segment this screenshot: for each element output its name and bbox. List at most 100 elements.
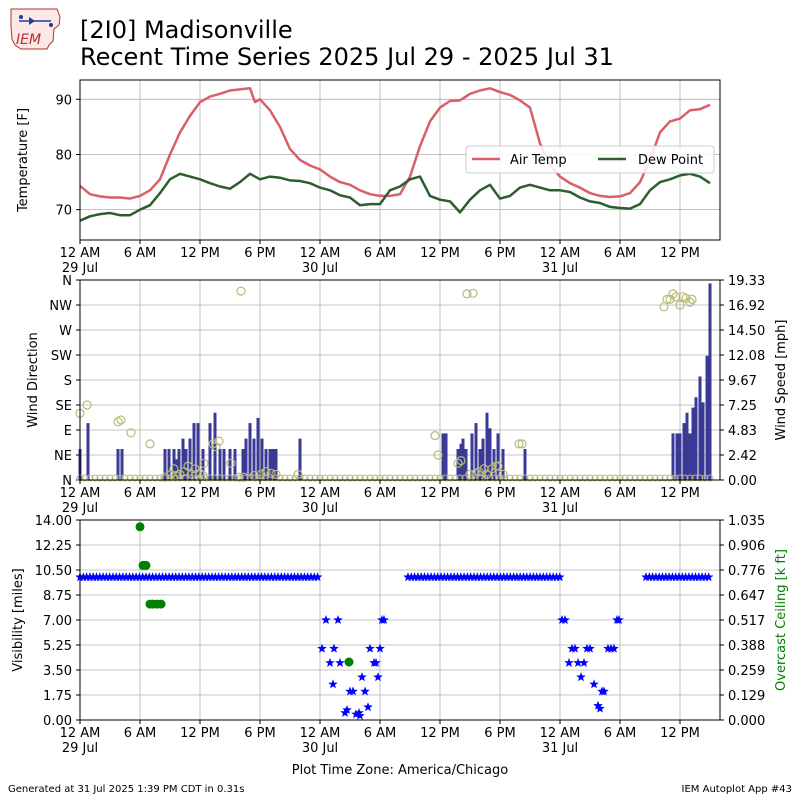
wind-speed-bar xyxy=(685,412,689,480)
y-tick-label: 8.75 xyxy=(43,589,72,604)
wind-direction-marker xyxy=(239,472,249,482)
wind-direction-marker xyxy=(96,474,104,482)
wind-direction-marker xyxy=(691,474,699,482)
wind-direction-marker xyxy=(701,474,709,482)
visibility-marker xyxy=(593,700,603,710)
visibility-marker xyxy=(333,615,343,624)
wind-direction-marker xyxy=(466,474,474,482)
wind-speed-bar xyxy=(264,449,268,480)
y-tick-label-speed: 12.08 xyxy=(728,349,765,364)
wind-direction-marker xyxy=(661,474,669,482)
chart-title: [2I0] Madisonville xyxy=(80,16,293,44)
wind-direction-marker xyxy=(493,461,503,471)
wind-direction-marker xyxy=(631,474,639,482)
y-tick-label-ceiling: 0.647 xyxy=(728,589,765,604)
wind-speed-bar xyxy=(174,459,178,480)
visibility-marker xyxy=(335,657,345,667)
wind-direction-marker xyxy=(491,474,499,482)
y-tick-label-direction: W xyxy=(59,324,72,339)
wind-direction-marker xyxy=(468,288,478,298)
wind-speed-bar xyxy=(222,449,226,480)
wind-speed-bar xyxy=(208,423,212,480)
wind-speed-bar xyxy=(708,283,712,480)
wind-direction-marker xyxy=(236,286,246,296)
y-tick-label: 80 xyxy=(55,148,72,163)
wind-speed-bar xyxy=(163,449,167,480)
wind-direction-marker xyxy=(214,436,224,446)
y-tick-label-ceiling: 0.517 xyxy=(728,614,765,629)
wind-direction-marker xyxy=(293,469,303,479)
x-tick-label: 12 AM xyxy=(540,246,581,261)
wind-direction-marker xyxy=(651,474,659,482)
x-tick-date: 29 Jul xyxy=(62,501,98,516)
wind-direction-marker xyxy=(441,474,449,482)
wind-direction-marker xyxy=(234,472,244,482)
wind-direction-marker xyxy=(111,474,119,482)
wind-direction-marker xyxy=(351,474,359,482)
y-tick-label: 3.50 xyxy=(43,664,72,679)
x-tick-label: 6 PM xyxy=(484,246,515,261)
wind-direction-marker xyxy=(431,474,439,482)
wind-direction-marker xyxy=(211,442,221,452)
x-tick-label: 12 AM xyxy=(60,726,101,741)
y-tick-label-direction: E xyxy=(64,424,72,439)
wind-direction-marker xyxy=(662,294,672,304)
x-tick-label: 12 PM xyxy=(420,726,460,741)
wind-speed-bar xyxy=(688,433,692,480)
wind-direction-marker xyxy=(541,474,549,482)
iem-logo: IEM xyxy=(10,8,61,50)
y-tick-label-speed: 16.92 xyxy=(728,299,765,314)
wind-speed-bar xyxy=(213,412,217,480)
visibility-marker xyxy=(365,643,375,653)
visibility-marker xyxy=(357,672,367,682)
y-tick-label-ceiling: 0.776 xyxy=(728,564,765,579)
wind-speed-bar xyxy=(678,433,682,480)
y-tick-label-direction: NW xyxy=(49,299,72,314)
wind-direction-marker xyxy=(561,474,569,482)
wind-direction-marker xyxy=(208,439,218,449)
y-tick-label: 5.25 xyxy=(43,639,72,654)
wind-direction-marker xyxy=(256,469,266,479)
wind-speed-bar xyxy=(496,433,500,480)
wind-direction-marker xyxy=(430,431,440,441)
x-tick-label: 6 PM xyxy=(484,726,515,741)
x-tick-label: 6 AM xyxy=(364,246,397,261)
visibility-marker xyxy=(312,572,323,582)
wind-direction-marker xyxy=(251,474,259,482)
wind-speed-bar xyxy=(196,423,200,480)
wind-direction-marker xyxy=(511,474,519,482)
wind-direction-marker xyxy=(433,450,443,460)
legend: Air Temp Dew Point xyxy=(465,145,715,174)
y-axis-label: Temperature [F] xyxy=(16,108,31,213)
x-tick-label: 12 PM xyxy=(180,726,220,741)
ceiling-marker xyxy=(344,657,354,667)
wind-speed-bar xyxy=(470,433,474,480)
timezone-label: Plot Time Zone: America/Chicago xyxy=(291,763,509,778)
wind-direction-marker xyxy=(571,474,579,482)
y-tick-label-direction: SE xyxy=(56,399,72,414)
x-tick-label: 6 AM xyxy=(364,486,397,501)
wind-direction-marker xyxy=(156,474,164,482)
y-tick-label: 1.75 xyxy=(43,689,72,704)
wind-direction-marker xyxy=(121,474,129,482)
wind-direction-marker xyxy=(421,474,429,482)
visibility-marker xyxy=(355,710,365,720)
wind-speed-bar xyxy=(268,449,272,480)
x-tick-label: 12 PM xyxy=(180,486,220,501)
y-tick-label: 90 xyxy=(55,93,72,108)
y-tick-label-speed: 2.42 xyxy=(728,449,757,464)
visibility-marker xyxy=(585,643,595,653)
x-tick-label: 12 AM xyxy=(540,726,581,741)
wind-direction-marker xyxy=(516,474,524,482)
x-tick-label: 6 PM xyxy=(244,486,275,501)
visibility-marker xyxy=(363,702,373,712)
x-tick-date: 29 Jul xyxy=(62,261,98,276)
y-tick-label-ceiling: 0.129 xyxy=(728,689,765,704)
y-tick-label-ceiling: 0.906 xyxy=(728,539,765,554)
x-tick-date: 30 Jul xyxy=(302,741,338,756)
wind-direction-marker xyxy=(685,297,695,307)
wind-speed-bar xyxy=(523,449,527,480)
wind-direction-marker xyxy=(386,474,394,482)
